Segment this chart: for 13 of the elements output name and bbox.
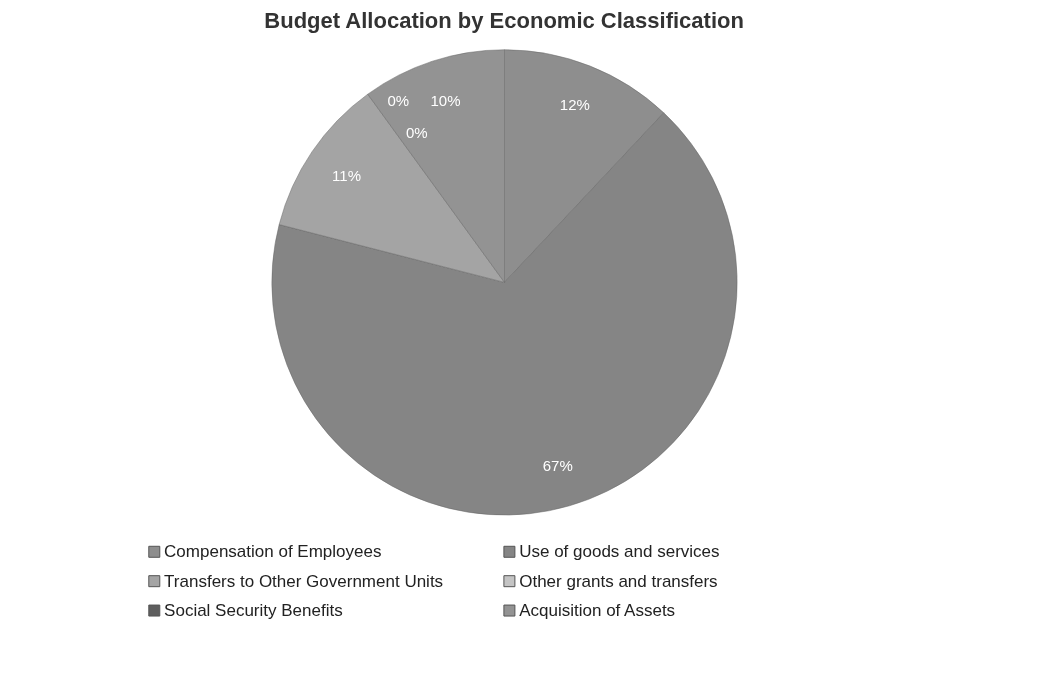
data-label: 67%: [542, 457, 573, 475]
text: 0%: [387, 92, 410, 109]
legend-label: Other grants and transfers: [519, 571, 718, 591]
chart-title: Budget Allocation by Economic Classification: [264, 7, 744, 33]
data-label: 12%: [559, 96, 590, 114]
legend-label: Use of goods and services: [519, 542, 720, 562]
data-label: 10%: [430, 92, 461, 110]
legend-label: Transfers to Other Government Units: [164, 571, 444, 591]
legend-label: Social Security Benefits: [164, 601, 343, 621]
legend-label: Compensation of Employees: [164, 542, 382, 562]
legend-label: Acquisition of Assets: [519, 601, 676, 621]
data-label: 11%: [332, 166, 361, 184]
text: 0%: [406, 123, 428, 141]
